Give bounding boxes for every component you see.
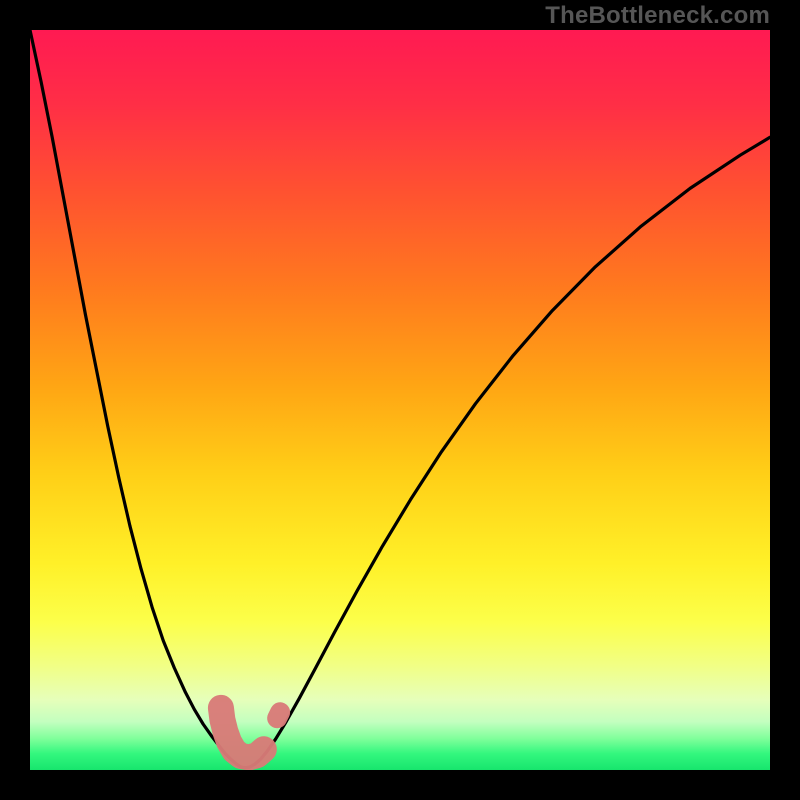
valley-marker-1 (277, 712, 280, 718)
plot-area (30, 30, 770, 770)
valley-marker-0 (221, 708, 264, 758)
left-curve (30, 30, 245, 768)
watermark-text: TheBottleneck.com (545, 2, 770, 30)
chart-svg (30, 30, 770, 770)
right-curve (245, 137, 770, 767)
